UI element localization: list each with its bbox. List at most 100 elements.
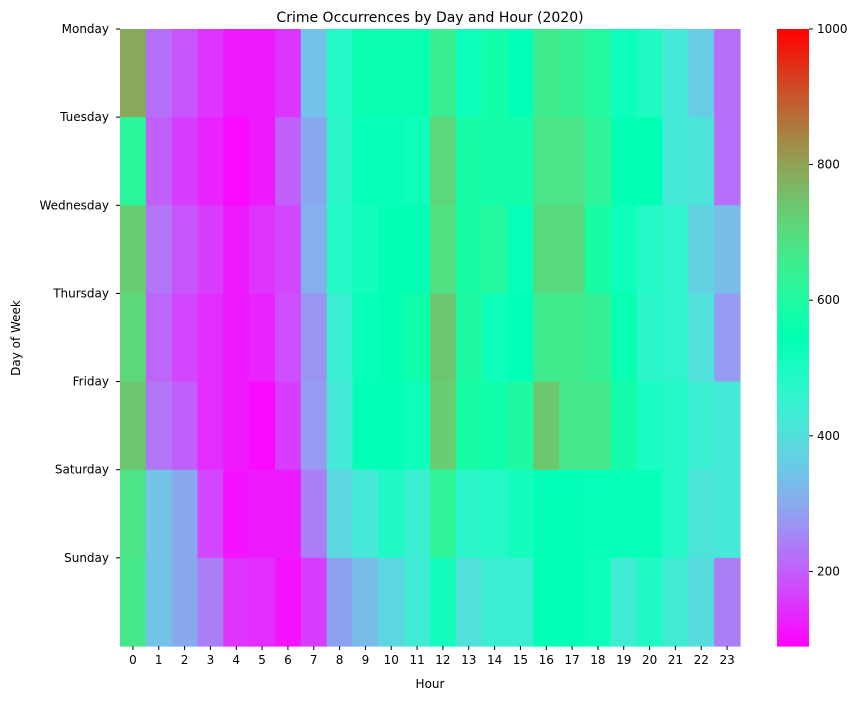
colorbar-segment bbox=[777, 117, 809, 123]
y-axis-label: Day of Week bbox=[9, 300, 23, 376]
heatmap-cell bbox=[430, 117, 457, 206]
colorbar-segment bbox=[777, 73, 809, 79]
heatmap-cell bbox=[533, 293, 560, 383]
colorbar: 200 400 600 800 1000 bbox=[777, 22, 848, 647]
heatmap-cell bbox=[688, 117, 715, 206]
heatmap-cell bbox=[145, 117, 173, 206]
heatmap-cell bbox=[507, 293, 534, 383]
heatmap-cell bbox=[404, 557, 431, 647]
colorbar-segment bbox=[777, 121, 809, 127]
heatmap-cell bbox=[300, 469, 328, 559]
heatmap-cell bbox=[662, 469, 689, 559]
colorbar-segment bbox=[777, 289, 809, 295]
y-axis-ticks: Monday Tuesday Wednesday Thursday Friday Satu… bbox=[40, 22, 120, 565]
x-tick-label: 14 bbox=[487, 653, 502, 667]
colorbar-segment bbox=[777, 408, 809, 414]
colorbar-segment bbox=[777, 99, 809, 105]
colorbar-segment bbox=[777, 452, 809, 458]
heatmap-cell bbox=[610, 469, 638, 559]
colorbar-segment bbox=[777, 33, 809, 39]
heatmap-cell bbox=[481, 293, 509, 383]
heatmap-cell bbox=[559, 293, 586, 383]
y-tick-label: Friday bbox=[73, 375, 109, 389]
x-axis-ticks: 0 1 2 3 4 5 6 7 8 9 10 11 12 13 14 15 16 17 18 19 20 21 22 23 bbox=[129, 646, 735, 667]
colorbar-segment bbox=[777, 86, 809, 92]
heatmap-cell bbox=[145, 205, 173, 295]
y-tick-label: Tuesday bbox=[59, 110, 109, 124]
colorbar-segment bbox=[777, 174, 809, 180]
x-tick-label: 6 bbox=[284, 653, 292, 667]
colorbar-tick-label: 400 bbox=[817, 429, 840, 443]
heatmap-cell bbox=[455, 205, 483, 295]
colorbar-segment bbox=[777, 363, 809, 369]
heatmap-cell bbox=[197, 29, 224, 118]
heatmap-cell bbox=[662, 557, 689, 647]
heatmap-cell bbox=[610, 29, 638, 118]
heatmap-cell bbox=[378, 117, 405, 206]
colorbar-segment bbox=[777, 465, 809, 471]
heatmap-cell bbox=[481, 117, 509, 206]
colorbar-segment bbox=[777, 68, 809, 74]
colorbar-segment bbox=[777, 262, 809, 268]
heatmap-cell bbox=[223, 557, 250, 647]
colorbar-segment bbox=[777, 187, 809, 193]
heatmap-cell bbox=[120, 381, 147, 471]
colorbar-segment bbox=[777, 430, 809, 436]
heatmap-cell bbox=[378, 381, 405, 471]
heatmap-cell bbox=[300, 117, 328, 206]
heatmap-cell bbox=[533, 557, 560, 647]
heatmap-cell bbox=[662, 117, 689, 206]
heatmap-cell bbox=[404, 293, 431, 383]
colorbar-segment bbox=[777, 372, 809, 378]
colorbar-segment bbox=[777, 297, 809, 303]
heatmap-cell bbox=[378, 29, 405, 118]
colorbar-segment bbox=[777, 641, 809, 647]
colorbar-segment bbox=[777, 385, 809, 391]
heatmap-cell bbox=[559, 29, 586, 118]
heatmap-cell bbox=[171, 205, 199, 295]
colorbar-segment bbox=[777, 46, 809, 52]
colorbar-segment bbox=[777, 575, 809, 581]
heatmap-cell bbox=[352, 29, 379, 118]
x-tick-label: 20 bbox=[642, 653, 657, 667]
x-tick-label: 15 bbox=[513, 653, 528, 667]
y-tick-label: Sunday bbox=[64, 551, 109, 565]
heatmap-cell bbox=[507, 29, 534, 118]
heatmap-cell bbox=[249, 29, 276, 118]
heatmap-cell bbox=[378, 469, 405, 559]
heatmap-cell bbox=[223, 29, 250, 118]
x-tick-label: 7 bbox=[310, 653, 318, 667]
heatmap-cells bbox=[120, 29, 741, 647]
heatmap-cell bbox=[300, 29, 328, 118]
heatmap-cell bbox=[249, 469, 276, 559]
colorbar-segment bbox=[777, 134, 809, 140]
colorbar-tick-label: 800 bbox=[817, 158, 840, 172]
heatmap-cell bbox=[145, 557, 173, 647]
colorbar-segment bbox=[777, 55, 809, 61]
heatmap-cell bbox=[636, 29, 664, 118]
heatmap-cell bbox=[714, 469, 741, 559]
colorbar-segment bbox=[777, 601, 809, 607]
heatmap-cell bbox=[585, 29, 612, 118]
colorbar-segment bbox=[777, 315, 809, 321]
heatmap-cell bbox=[404, 205, 431, 295]
colorbar-segment bbox=[777, 588, 809, 594]
x-axis-label: Hour bbox=[416, 677, 445, 691]
colorbar-segment bbox=[777, 156, 809, 162]
heatmap-cell bbox=[636, 117, 664, 206]
heatmap-cell bbox=[326, 381, 354, 471]
x-tick-label: 2 bbox=[181, 653, 189, 667]
colorbar-segment bbox=[777, 355, 809, 361]
colorbar-segment bbox=[777, 403, 809, 409]
x-tick-label: 0 bbox=[129, 653, 137, 667]
heatmap-cell bbox=[636, 469, 664, 559]
heatmap-cell bbox=[481, 557, 509, 647]
colorbar-segment bbox=[777, 381, 809, 387]
x-tick-label: 1 bbox=[155, 653, 163, 667]
heatmap-cell bbox=[120, 29, 147, 118]
heatmap-cell bbox=[688, 205, 715, 295]
heatmap-cell bbox=[404, 381, 431, 471]
colorbar-segment bbox=[777, 540, 809, 546]
colorbar-segment bbox=[777, 42, 809, 48]
colorbar-segment bbox=[777, 328, 809, 334]
